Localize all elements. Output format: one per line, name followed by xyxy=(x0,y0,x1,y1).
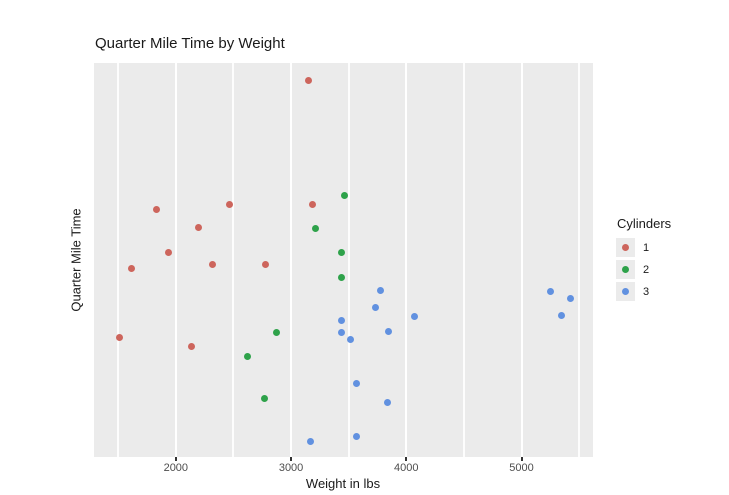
plot-panel xyxy=(94,63,593,457)
gridline-major xyxy=(405,63,408,457)
x-tick-label: 2000 xyxy=(163,462,189,474)
legend: Cylinders 1 2 3 xyxy=(616,216,671,304)
data-point xyxy=(377,287,385,295)
data-point xyxy=(337,317,345,325)
chart-title: Quarter Mile Time by Weight xyxy=(95,35,285,52)
data-point xyxy=(195,224,203,232)
gridline-minor xyxy=(462,63,465,457)
gridline-minor xyxy=(117,63,120,457)
x-tick-label: 4000 xyxy=(394,462,419,474)
gridline-minor xyxy=(578,63,581,457)
gridline-major xyxy=(290,63,293,457)
legend-item-label: 1 xyxy=(643,241,650,254)
data-point xyxy=(309,201,317,209)
y-axis-title: Quarter Mile Time xyxy=(68,208,84,312)
data-point xyxy=(546,288,554,296)
legend-key xyxy=(616,260,635,279)
data-point xyxy=(273,329,281,337)
data-point xyxy=(338,274,346,282)
data-point xyxy=(116,334,124,342)
data-point xyxy=(153,205,161,213)
x-tick-label: 3000 xyxy=(278,462,304,474)
data-point xyxy=(243,353,251,361)
legend-item: 2 xyxy=(616,260,671,279)
data-point xyxy=(209,261,217,268)
data-point xyxy=(557,312,565,320)
data-point xyxy=(338,329,346,337)
legend-item-label: 3 xyxy=(643,285,650,298)
data-point xyxy=(304,76,312,84)
x-tick-mark xyxy=(405,457,408,461)
legend-key xyxy=(616,282,635,301)
legend-title: Cylinders xyxy=(617,216,672,231)
data-point xyxy=(225,200,233,208)
x-tick-mark xyxy=(520,457,523,461)
data-point xyxy=(127,264,135,272)
legend-dot-icon xyxy=(622,266,629,273)
data-point xyxy=(261,394,269,402)
data-point xyxy=(262,261,270,269)
gridline-major xyxy=(520,63,523,457)
legend-items: 1 2 3 xyxy=(616,238,671,301)
data-point xyxy=(338,248,346,256)
legend-item-label: 2 xyxy=(643,263,650,276)
gridline-major xyxy=(174,63,177,457)
data-point xyxy=(307,437,315,445)
gridline-minor xyxy=(347,63,350,457)
legend-dot-icon xyxy=(622,288,629,295)
data-point xyxy=(566,294,574,302)
x-axis-title: Weight in lbs xyxy=(305,476,381,491)
data-point xyxy=(353,433,361,441)
legend-key xyxy=(616,238,635,257)
x-tick-mark xyxy=(290,457,293,461)
data-point xyxy=(384,398,392,406)
legend-item: 3 xyxy=(616,282,671,301)
data-point xyxy=(347,335,355,343)
data-point xyxy=(340,191,348,199)
data-point xyxy=(188,343,196,351)
x-tick-label: 5000 xyxy=(509,462,534,474)
legend-dot-icon xyxy=(622,244,629,251)
data-point xyxy=(312,225,320,233)
data-point xyxy=(164,248,172,256)
x-tick-mark xyxy=(174,457,177,461)
data-point xyxy=(410,313,418,320)
gridline-minor xyxy=(232,63,235,457)
legend-item: 1 xyxy=(616,238,671,257)
data-point xyxy=(353,380,361,388)
data-point xyxy=(384,328,392,336)
data-point xyxy=(371,304,379,312)
